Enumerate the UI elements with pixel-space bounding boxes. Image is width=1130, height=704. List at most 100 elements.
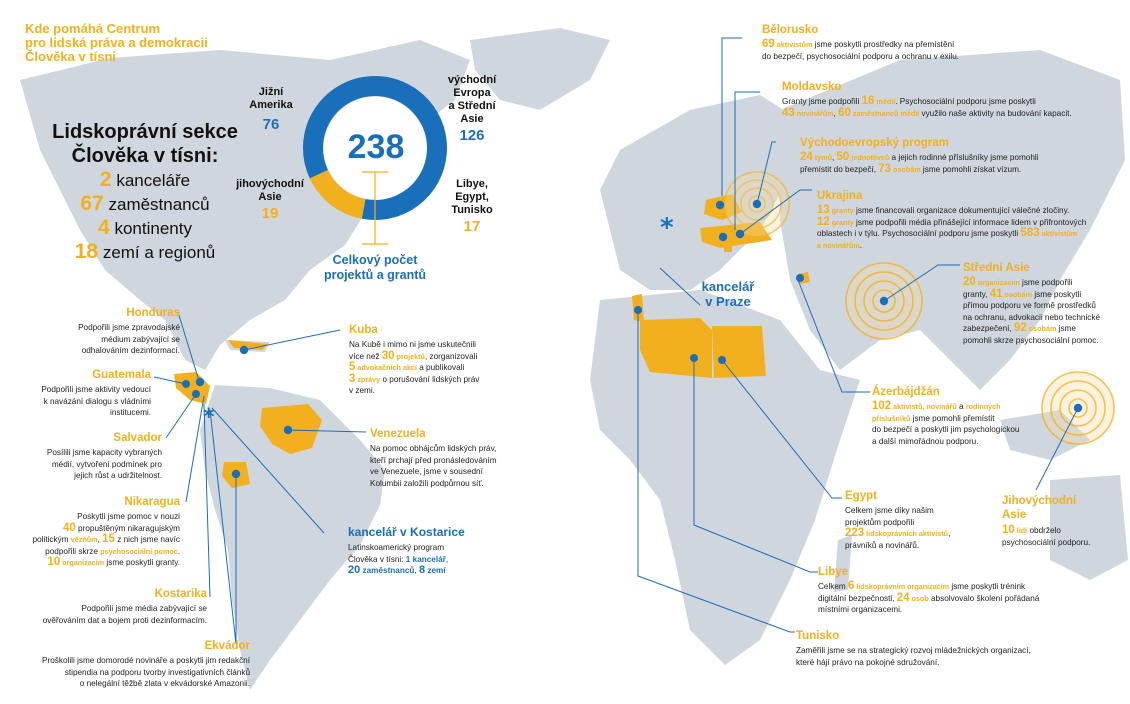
country-vychodoevropsky-program: Východoevropský program 24 týmů, 50 jedn… — [800, 137, 1060, 175]
country-title: Moldavsko — [782, 81, 842, 93]
country-text-line: ověřováním dat a bojem proti dezinformac… — [42, 615, 207, 625]
costa-rica-office: kancelář v Kostarice Latinskoamerický pr… — [348, 525, 518, 577]
country-text-line: 102 aktivistů, novinářů a rodinných — [872, 400, 1001, 412]
country-azerbajdzan: Ázerbájdžán 102 aktivistů, novinářů a ro… — [872, 386, 1032, 447]
section-summary: Lidskoprávní sekce Člověka v tísni: 2 ka… — [40, 120, 250, 264]
country-text-line: 24 týmů, 50 jednotlivců a jejich rodinné… — [800, 151, 1039, 163]
country-text-line: 40 propuštěným nikaragujským — [62, 521, 180, 534]
country-text-line: příslušníků jsme pomohli přemístit — [872, 413, 995, 423]
costa-rica-office-title: kancelář v Kostarice — [348, 525, 465, 539]
donut-caption-line: projektů a grantů — [323, 268, 427, 282]
south-america — [200, 385, 385, 690]
donut-caption-line: Celkový počet — [332, 253, 418, 267]
donut-hole — [323, 96, 427, 200]
region-value: 76 — [262, 116, 280, 133]
region-north-africa: Libye, Egypt, Tunisko 17 — [444, 178, 500, 235]
country-title-line: Asie — [1002, 509, 1027, 521]
stat-continents: 4 kontinenty — [40, 216, 250, 240]
country-text-line: politickým vězňům, 15 z nich jsme navíc — [32, 533, 180, 546]
donut-slice — [361, 76, 447, 220]
country-text-line: Podpořili jsme zpravodajské — [78, 323, 180, 332]
country-text-line: k navázání dialogu s vládními — [43, 396, 151, 406]
region-east-europe: východní Evropa a Střední Asie 126 — [440, 74, 504, 143]
region-value: 17 — [463, 218, 481, 235]
country-title: Východoevropský program — [800, 137, 949, 149]
country-text-line: kteří prchají před pronásledováním — [370, 455, 497, 465]
country-ekvador: Ekvádor Proškolili jsme domorodé novinář… — [10, 640, 250, 690]
country-text-line: v zemi. — [349, 386, 375, 396]
country-title-line: Jihovýchodní — [1002, 495, 1077, 507]
country-stredni-asie: Střední Asie 20 organizacím jsme podpoři… — [963, 262, 1113, 347]
region-label: Jižní — [258, 86, 284, 98]
country-text-line: Posílili jsme kapacity vybraných — [46, 448, 162, 457]
country-jv-asie: Jihovýchodní Asie 10 lidí obdrželo psych… — [1002, 494, 1122, 548]
country-text-line: o nelegální těžbě zlata v ekvádorské Ama… — [79, 679, 250, 689]
australia — [1050, 475, 1128, 580]
stat-number: 67 — [80, 192, 104, 215]
costa-rica-office-icon: * — [203, 405, 215, 430]
donut-chart — [303, 76, 447, 220]
country-text-line: 10 lidí obdrželo — [1002, 524, 1061, 536]
country-text-line: do bezpečí a poskytli jim psychologickou — [872, 425, 1020, 435]
country-text-line: podpořili skrze psychosociální pomoc. — [45, 546, 180, 556]
stat-label: zemí a regionů — [102, 243, 216, 262]
country-text-line: médií, vytvoření podmínek pro — [51, 459, 162, 469]
country-title: Ukrajina — [817, 190, 863, 202]
page-title-line: Kde pomáhá Centrum — [25, 21, 161, 36]
country-text-line: Podpořili jsme aktivity vedoucí — [41, 385, 151, 394]
country-title: Salvador — [113, 432, 162, 444]
country-title: Střední Asie — [963, 262, 1030, 274]
region-label: Tunisko — [451, 204, 493, 216]
country-belorusko: Bělorusko 69 aktivistům jsme poskytli pr… — [762, 24, 1002, 62]
country-text-line: přímou podporu ve formě prostředků — [963, 301, 1096, 311]
stat-number: 2 — [99, 168, 112, 191]
region-label: Asie — [460, 113, 484, 125]
prague-office-line: v Praze — [705, 294, 751, 309]
region-label: Evropa — [453, 87, 491, 99]
country-text-line: Celkem 6 lidskoprávním organizacím jsme … — [818, 580, 1026, 592]
radar-se-asia — [1041, 371, 1115, 445]
country-ukrajina: Ukrajina 13 granty jsme financovali orga… — [817, 190, 1117, 251]
country-title: Jihovýchodní Asie — [1002, 494, 1122, 522]
country-text-line: institucemi. — [110, 408, 151, 418]
country-text-line: 223 lidskoprávních aktivistů, — [845, 527, 951, 540]
country-text-line: do bezpečí, psychosociální podporu a och… — [762, 51, 960, 61]
country-text-line: přemístit do bezpečí, 73 osobám jsme pom… — [800, 162, 1022, 175]
country-title: Honduras — [126, 307, 180, 319]
country-text-line: projektům podpořili — [845, 517, 915, 527]
asia — [780, 50, 1125, 390]
country-text-line: 3 zprávy o porušování lidských práv — [349, 372, 480, 385]
country-text-line: Člověka v tísni: 1 kancelář, — [348, 554, 449, 564]
country-text-line: 12 granty jsme podpořili média přinášejí… — [817, 215, 1087, 228]
country-text-line: digitální bezpečnosti, 24 osob absolvova… — [818, 591, 1040, 604]
stat-label: kontinenty — [114, 219, 192, 238]
country-title: Egypt — [845, 490, 877, 502]
country-text-line: a další mimořádnou podporu. — [872, 436, 979, 446]
country-title: Bělorusko — [762, 24, 819, 36]
country-text-line: na ochranu, advokacii nebo technické — [963, 312, 1101, 322]
country-libye: Libye Celkem 6 lidskoprávním organizacím… — [818, 566, 1078, 616]
section-title: Lidskoprávní sekce Člověka v tísni: — [40, 120, 250, 168]
country-text-line: Proškolili jsme domorodé novináře a posk… — [42, 656, 250, 665]
donut-slice — [332, 189, 366, 219]
country-moldavsko: Moldavsko Granty jsme podpořili 16 médií… — [782, 81, 1112, 119]
country-text-line: ve Venezuele, jsme v sousední — [370, 467, 483, 477]
country-text-line: více než 30 projektů, zorganizovali — [349, 349, 478, 362]
region-label: Asie — [258, 191, 282, 203]
stat-employees: 67 zaměstnanců — [40, 192, 250, 216]
stat-label: kanceláře — [116, 171, 191, 190]
region-value: 19 — [261, 205, 279, 222]
country-title: Guatemala — [92, 369, 151, 381]
country-text-line: Granty jsme podpořili 16 médií. Psychoso… — [782, 95, 1036, 107]
country-text-line: a novinářům. — [817, 240, 863, 250]
donut-slice — [303, 76, 376, 179]
country-title: Ekvádor — [204, 640, 250, 652]
radar-central-asia — [845, 262, 923, 340]
country-title: Kuba — [349, 324, 378, 336]
country-text-line: stipendia na podporu tvorby investigativ… — [64, 667, 250, 677]
country-text-line: 69 aktivistům jsme poskytli prostředky n… — [762, 38, 955, 50]
region-label: východní — [447, 74, 497, 86]
region-label: Libye, — [456, 178, 488, 190]
country-text-line: Latinskoamerický program — [348, 543, 445, 552]
